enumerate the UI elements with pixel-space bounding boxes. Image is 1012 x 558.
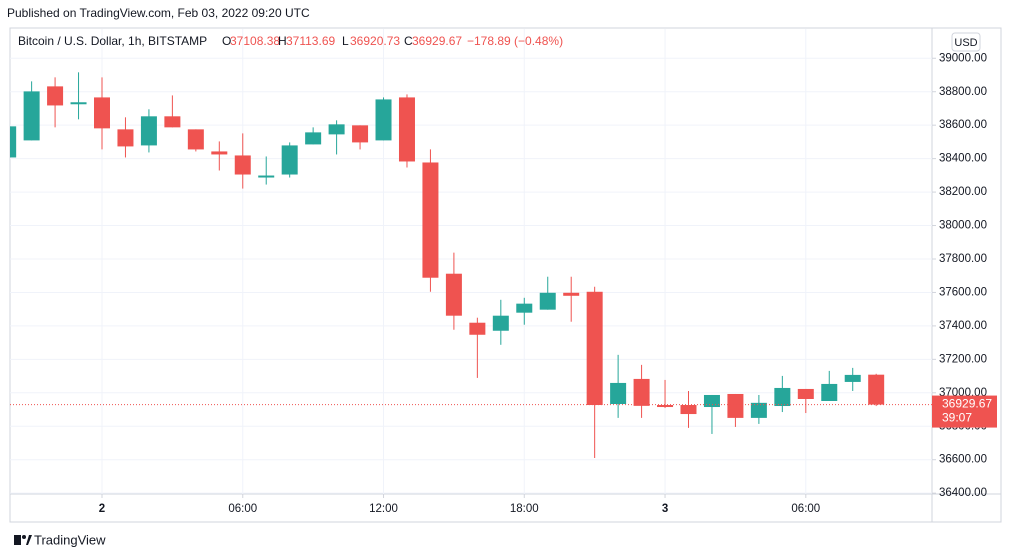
candle-body	[516, 303, 533, 313]
y-tick-label: 38000.00	[939, 220, 987, 232]
published-note: Published on TradingView.com, Feb 03, 20…	[7, 6, 310, 20]
candle-body	[703, 394, 720, 408]
candle-body	[47, 86, 64, 106]
frame	[9, 27, 1002, 523]
y-tick-label: 38400.00	[939, 153, 987, 165]
candle-body	[211, 151, 228, 155]
candle-body	[23, 91, 40, 141]
candle-body	[398, 97, 415, 162]
countdown-label: 39:07	[942, 411, 972, 425]
y-tick-label: 36400.00	[939, 487, 987, 499]
candle-body	[352, 125, 369, 143]
x-tick-label: 06:00	[791, 503, 820, 515]
candle-body	[117, 129, 134, 147]
legend-title: Bitcoin / U.S. Dollar, 1h, BITSTAMP	[18, 34, 207, 48]
candle-body	[258, 175, 275, 178]
last-price-badge	[932, 395, 997, 428]
legend-key: O	[222, 34, 231, 48]
candle-body	[610, 382, 627, 405]
legend-key: C	[404, 34, 413, 48]
candle-body	[821, 383, 838, 401]
legend-key: L	[342, 34, 349, 48]
y-tick-label: 38200.00	[939, 186, 987, 198]
candle-body	[10, 126, 17, 158]
candle-body	[774, 387, 791, 407]
y-tick-label: 37400.00	[939, 320, 987, 332]
x-tick-label: 3	[662, 503, 668, 515]
candle-body	[750, 402, 767, 418]
y-tick-label: 37200.00	[939, 353, 987, 365]
x-tick-label: 18:00	[510, 503, 539, 515]
y-tick-label: 39000.00	[939, 52, 987, 64]
candle-body	[727, 393, 744, 418]
x-tick-label: 2	[99, 503, 105, 515]
candle-body	[844, 374, 861, 382]
candle-body	[633, 378, 650, 406]
currency-badge[interactable]	[951, 32, 981, 52]
candle-body	[586, 291, 603, 406]
y-tick-label: 36600.00	[939, 454, 987, 466]
candle-body	[657, 405, 674, 408]
candle-body	[422, 162, 439, 278]
candle-body	[164, 116, 181, 128]
legend-change: −178.89 (−0.48%)	[467, 34, 563, 48]
candle-body	[563, 292, 580, 296]
candle-body	[187, 129, 204, 150]
candle-body	[680, 405, 697, 415]
candle-body	[539, 292, 556, 310]
candle-body	[140, 116, 157, 146]
candle-body	[492, 315, 509, 331]
candle-body	[328, 124, 345, 135]
footer-logo	[14, 535, 32, 545]
legend-value: 37108.38	[230, 34, 280, 48]
y-tick-label: 37800.00	[939, 253, 987, 265]
candle-body	[305, 132, 322, 145]
candle-body	[868, 374, 885, 405]
legend-key: H	[278, 34, 287, 48]
last-price-label: 36929.67	[942, 397, 992, 411]
legend-value: 37113.69	[286, 34, 335, 48]
candle-body	[94, 97, 110, 129]
candle-body	[797, 388, 814, 399]
legend-value: 36929.67	[412, 34, 462, 48]
y-tick-label: 37600.00	[939, 286, 987, 298]
legend-value: 36920.73	[350, 34, 400, 48]
candle-body	[70, 102, 87, 105]
x-tick-label: 12:00	[369, 503, 398, 515]
candle-body	[469, 322, 486, 335]
candle-body	[281, 145, 298, 175]
candle-body	[234, 155, 251, 175]
candle-body	[375, 99, 392, 141]
y-tick-label: 38600.00	[939, 119, 987, 131]
y-tick-label: 38800.00	[939, 86, 987, 98]
candle-body	[445, 273, 462, 316]
currency-label: USD	[954, 37, 977, 49]
footer-brand: TradingView	[34, 532, 106, 547]
x-tick-label: 06:00	[228, 503, 257, 515]
